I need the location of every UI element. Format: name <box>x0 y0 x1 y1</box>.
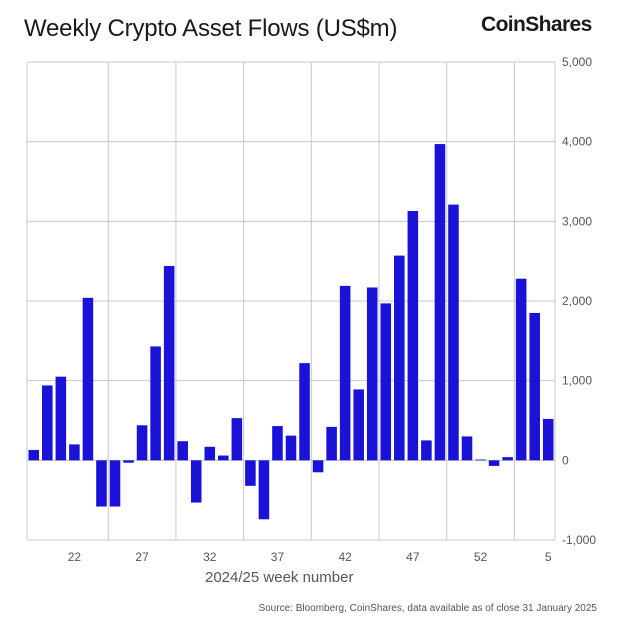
bar-week-47 <box>407 210 419 461</box>
bar-week-44 <box>366 287 378 461</box>
bar-week-19 <box>28 449 40 461</box>
bar-week-30 <box>177 441 188 461</box>
chart-title: Weekly Crypto Asset Flows (US$m) <box>24 15 398 42</box>
bar-week-43 <box>353 389 364 461</box>
bar-week-4 <box>529 312 540 461</box>
bar-week-31 <box>190 460 202 503</box>
x-tick-labels: 22 27 32 37 42 47 52 5 <box>68 550 552 564</box>
y-tick-label: 1,000 <box>562 374 592 388</box>
bar-week-35 <box>245 460 256 486</box>
bar-week-21 <box>55 376 67 461</box>
bar-week-46 <box>394 255 405 461</box>
bar-week-27 <box>136 425 148 461</box>
y-tick-label: 5,000 <box>562 55 592 69</box>
bar-week-3 <box>515 278 527 461</box>
bar-week-25 <box>109 460 121 507</box>
bar-week-52 <box>475 459 486 461</box>
bar-week-2 <box>502 457 513 461</box>
bar-week-36 <box>258 460 270 520</box>
bar-week-20 <box>42 385 53 461</box>
y-tick-label: -1,000 <box>562 533 596 547</box>
bar-week-24 <box>96 460 107 507</box>
bar-week-51 <box>461 436 473 461</box>
source-note: Source: Bloomberg, CoinShares, data avai… <box>258 603 597 614</box>
bar-week-45 <box>380 303 392 461</box>
y-tick-label: 2,000 <box>562 294 592 308</box>
bar-week-22 <box>69 444 80 461</box>
bar-week-28 <box>150 346 161 461</box>
bar-week-26 <box>123 460 134 463</box>
bar-week-34 <box>231 418 243 461</box>
bar-week-42 <box>339 285 351 461</box>
x-tick-label: 47 <box>406 550 420 564</box>
x-tick-label: 27 <box>135 550 149 564</box>
x-tick-label: 22 <box>68 550 82 564</box>
y-tick-label: 3,000 <box>562 214 592 228</box>
y-tick-label: 4,000 <box>562 135 592 149</box>
coinshares-logo: CoinShares <box>481 13 592 36</box>
bar-week-29 <box>163 265 175 461</box>
bar-week-5 <box>542 418 554 461</box>
x-tick-label: 37 <box>271 550 285 564</box>
bar-week-40 <box>312 460 324 473</box>
bar-week-50 <box>448 204 459 461</box>
y-tick-label: 0 <box>562 453 569 467</box>
bar-week-38 <box>285 435 297 461</box>
bar-week-41 <box>326 426 337 461</box>
x-tick-label: 32 <box>203 550 217 564</box>
y-tick-labels: -1,000 0 1,000 2,000 3,000 4,000 5,000 <box>562 55 596 547</box>
bar-week-1 <box>488 460 500 466</box>
bar-week-37 <box>272 426 283 461</box>
bar-week-32 <box>204 446 216 461</box>
bar-week-23 <box>82 297 94 461</box>
bar-week-49 <box>434 144 446 461</box>
x-tick-label: 5 <box>545 550 552 564</box>
x-tick-label: 42 <box>338 550 352 564</box>
bar-week-48 <box>421 440 432 461</box>
x-tick-label: 52 <box>474 550 488 564</box>
bars <box>28 144 554 520</box>
bar-week-33 <box>218 455 229 461</box>
x-axis-label: 2024/25 week number <box>205 569 354 586</box>
bar-week-39 <box>299 363 310 461</box>
